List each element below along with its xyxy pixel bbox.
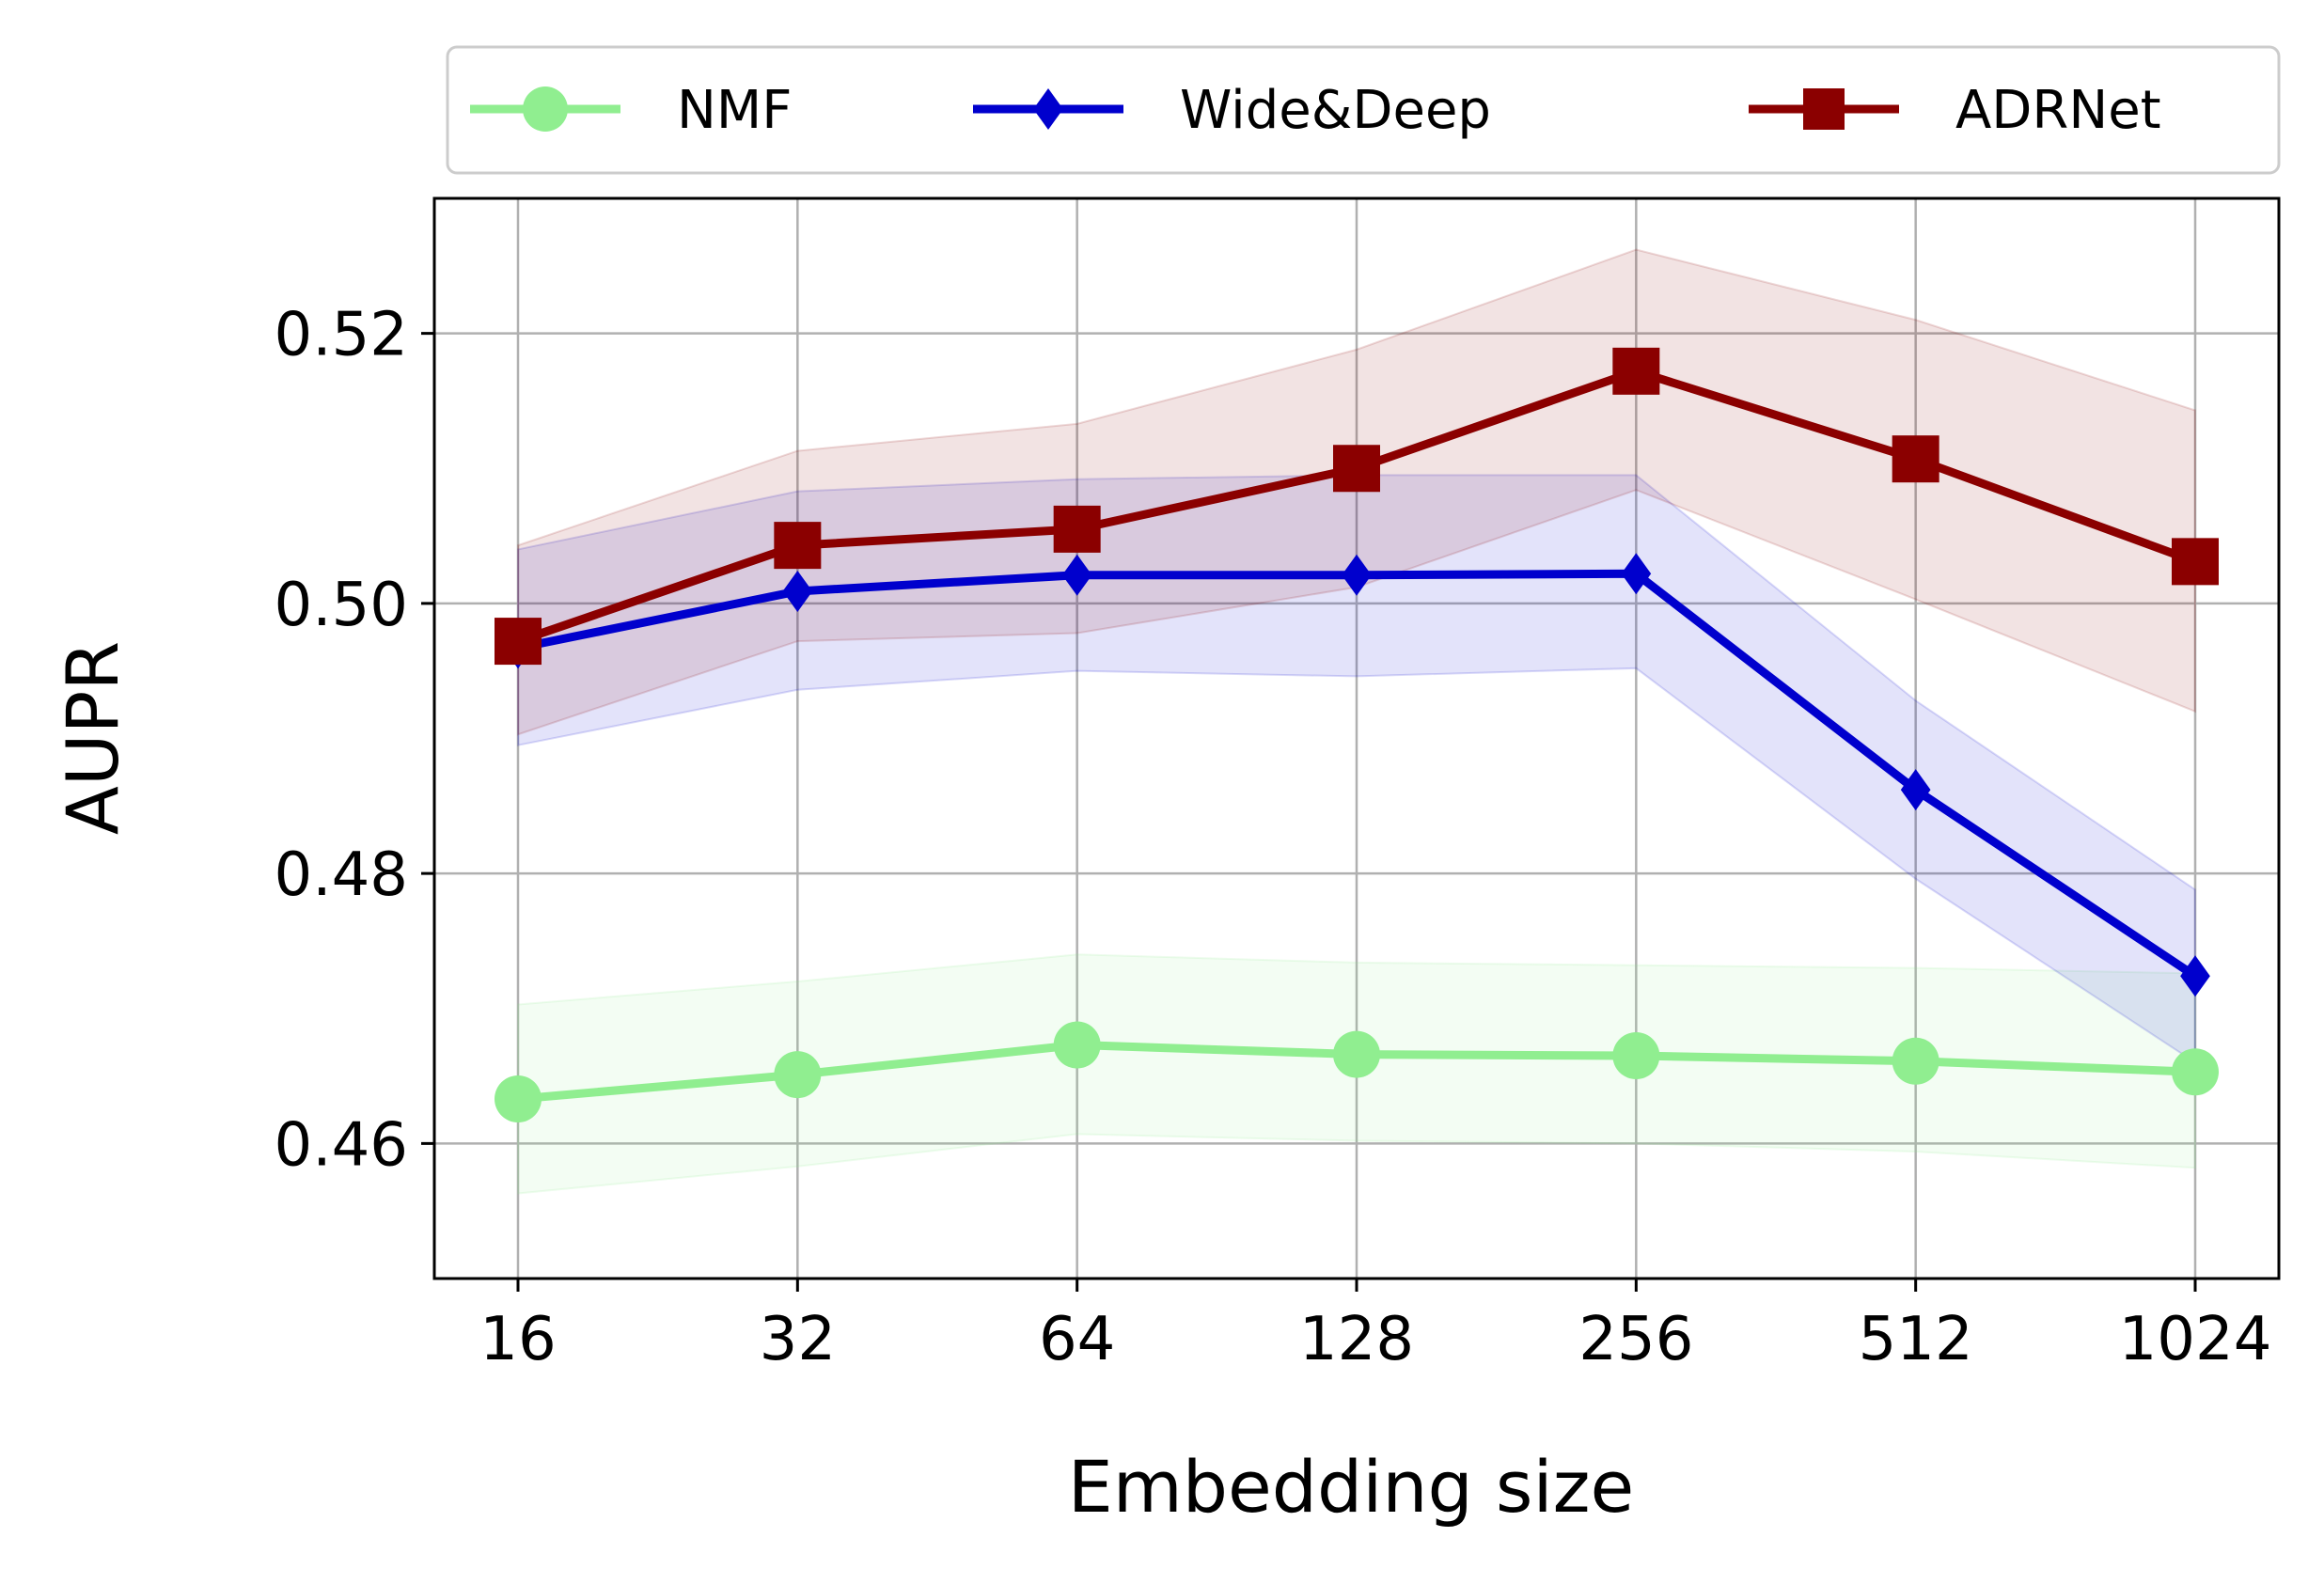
x-tick-label: 256 (1578, 1305, 1693, 1374)
x-tick-label: 1024 (2119, 1305, 2272, 1374)
wide-deep-data-point (2180, 955, 2210, 997)
x-tick-label: 64 (1039, 1305, 1115, 1374)
adrnet-confidence-band (517, 248, 2196, 736)
x-axis-label: Embedding size (1068, 1445, 1635, 1529)
x-tick-label: 128 (1299, 1305, 1414, 1374)
nmf-data-point (1333, 1030, 1380, 1078)
legend: NMF Wide&Deep ADRNet (446, 45, 2281, 175)
x-tick-label: 16 (479, 1305, 556, 1374)
legend-adrnet-label: ADRNet (1955, 80, 2161, 141)
adrnet-data-point (774, 522, 822, 570)
legend-frame (446, 45, 2281, 175)
wide-deep-data-point (1342, 554, 1372, 596)
grid (434, 198, 2279, 1279)
nmf-data-point (495, 1075, 542, 1122)
y-tick-label: 0.46 (275, 1110, 409, 1180)
legend-adrnet-marker (1803, 88, 1845, 130)
y-tick-label: 0.48 (275, 840, 409, 910)
adrnet-data-point (2172, 538, 2219, 586)
wide-deep-data-point (1621, 553, 1652, 595)
adrnet-data-point (1892, 435, 1939, 483)
axis-ticks: 16 32 64 128 256 512 1024 0.46 0.48 0.50 0.52 (275, 301, 2272, 1374)
series-markers (495, 347, 2219, 1122)
nmf-data-point (2172, 1048, 2219, 1096)
nmf-data-point (1892, 1037, 1939, 1085)
confidence-bands (517, 248, 2196, 1195)
wide-deep-data-point (1061, 554, 1092, 596)
x-tick-label: 512 (1859, 1305, 1973, 1374)
legend-wide-deep-label: Wide&Deep (1180, 80, 1491, 141)
y-tick-label: 0.50 (275, 571, 409, 640)
wide-deep-data-point (782, 570, 813, 612)
nmf-data-point (1612, 1032, 1660, 1080)
adrnet-data-point (1333, 445, 1380, 493)
adrnet-data-point (1612, 347, 1660, 395)
y-axis-label: AUPR (51, 641, 134, 835)
adrnet-data-point (1053, 505, 1101, 553)
legend-wide-deep-marker (1033, 88, 1063, 130)
y-tick-label: 0.52 (275, 301, 409, 370)
legend-nmf-label: NMF (677, 80, 792, 141)
legend-nmf-marker (523, 86, 568, 132)
adrnet-data-point (495, 618, 542, 666)
nmf-data-point (774, 1051, 822, 1099)
wide-deep-data-point (1900, 769, 1931, 811)
nmf-data-point (1053, 1021, 1101, 1069)
x-tick-label: 32 (760, 1305, 836, 1374)
